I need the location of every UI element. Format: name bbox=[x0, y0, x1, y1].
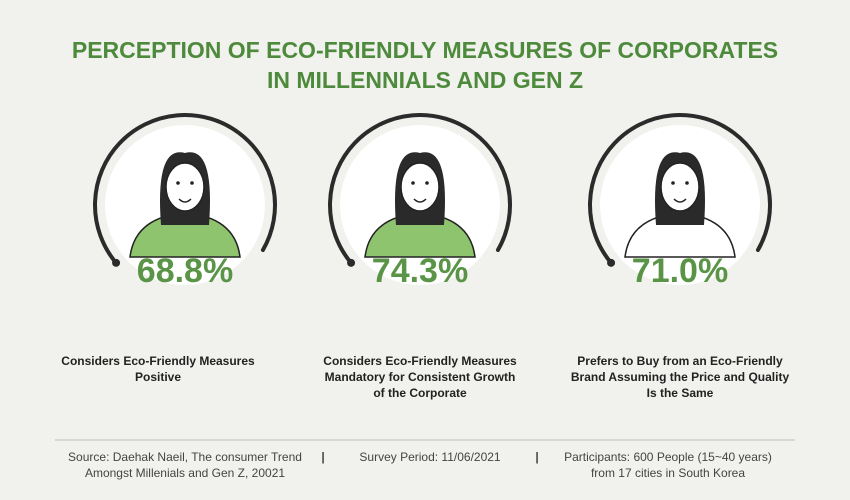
badge-arc bbox=[588, 113, 772, 265]
person-eye bbox=[411, 181, 415, 185]
person-illustration bbox=[624, 152, 736, 258]
percentage: 74.3% bbox=[372, 252, 468, 290]
person-mouth bbox=[413, 198, 427, 203]
footer-source: Amongst Millenials and Gen Z, 20021 bbox=[85, 466, 285, 480]
arc-dot bbox=[607, 258, 616, 267]
caption-line: Brand Assuming the Price and Quality bbox=[571, 370, 790, 384]
caption-line: Prefers to Buy from an Eco-Friendly bbox=[577, 354, 783, 368]
arc-dot bbox=[347, 258, 356, 267]
badge-arc bbox=[328, 113, 512, 265]
caption-line: of the Corporate bbox=[373, 386, 467, 400]
footer-separator: | bbox=[321, 450, 324, 464]
person-illustration bbox=[364, 152, 476, 258]
caption-line: Considers Eco-Friendly Measures bbox=[323, 354, 517, 368]
arc-dot bbox=[112, 258, 121, 267]
person-face bbox=[165, 162, 205, 212]
person-eye bbox=[671, 181, 675, 185]
percentage: 71.0% bbox=[632, 252, 728, 290]
caption-line: Is the Same bbox=[647, 386, 714, 400]
person-mouth bbox=[178, 198, 192, 203]
person-eye bbox=[190, 181, 194, 185]
person-illustration bbox=[129, 152, 241, 258]
person-face bbox=[660, 162, 700, 212]
person-mouth bbox=[673, 198, 687, 203]
person-eye bbox=[685, 181, 689, 185]
title-line: PERCEPTION OF ECO-FRIENDLY MEASURES OF C… bbox=[72, 37, 778, 63]
footer-separator: | bbox=[535, 450, 538, 464]
caption-line: Positive bbox=[135, 370, 181, 384]
footer-period: Survey Period: 11/06/2021 bbox=[359, 450, 501, 464]
badge-arc bbox=[93, 113, 277, 265]
person-face bbox=[400, 162, 440, 212]
title-line: IN MILLENNIALS AND GEN Z bbox=[267, 67, 583, 93]
footer-participants: Participants: 600 People (15~40 years) bbox=[564, 450, 772, 464]
caption-line: Mandatory for Consistent Growth bbox=[325, 370, 516, 384]
caption-line: Considers Eco-Friendly Measures bbox=[61, 354, 255, 368]
person-eye bbox=[425, 181, 429, 185]
footer-source: Source: Daehak Naeil, The consumer Trend bbox=[68, 450, 302, 464]
percentage: 68.8% bbox=[137, 252, 233, 290]
footer-participants: from 17 cities in South Korea bbox=[591, 466, 745, 480]
person-eye bbox=[176, 181, 180, 185]
